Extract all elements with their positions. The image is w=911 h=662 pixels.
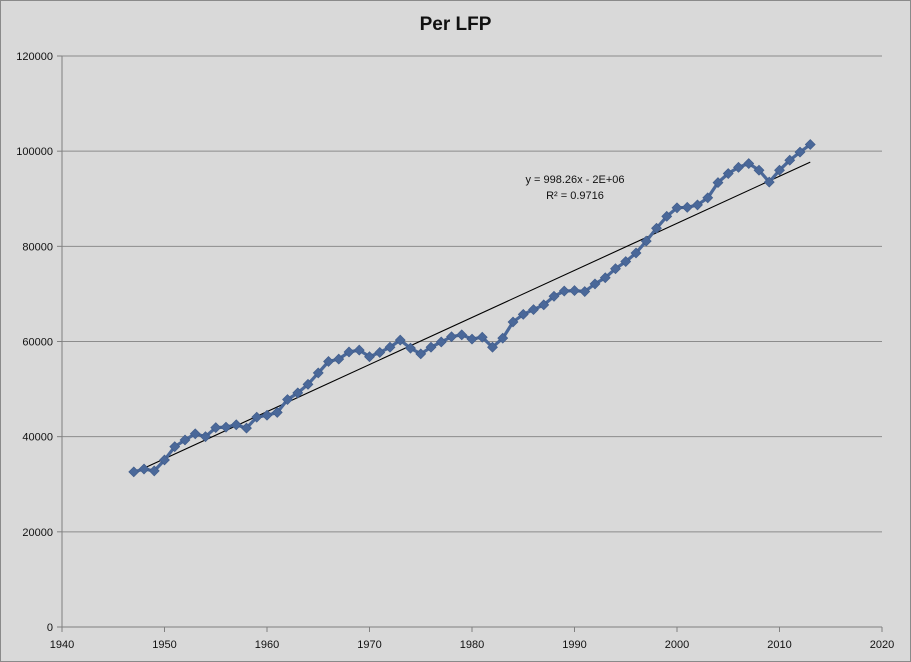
data-point-1967 [333, 353, 345, 365]
data-point-1988 [548, 290, 560, 302]
x-tick-label-2010: 2010 [767, 639, 791, 651]
data-point-2008 [753, 164, 765, 176]
data-point-1987 [538, 299, 550, 311]
y-tick-labels: 0 20000 40000 60000 80000 100000 120000 [16, 51, 53, 634]
data-point-1972 [384, 341, 396, 353]
data-point-1968 [343, 346, 355, 358]
data-point-1962 [282, 394, 293, 405]
data-point-1996 [630, 247, 642, 259]
x-tick-label-1940: 1940 [50, 639, 74, 651]
y-tick-label-120000: 120000 [16, 51, 53, 63]
data-point-1995 [620, 256, 632, 267]
data-point-1990 [569, 285, 580, 297]
data-point-2012 [794, 146, 806, 158]
trendline-equation: y = 998.26x - 2E+06 [525, 174, 624, 186]
data-point-1963 [292, 387, 304, 399]
data-point-2010 [774, 164, 785, 176]
data-point-2000 [671, 202, 683, 214]
data-point-2001 [681, 201, 693, 213]
data-point-1994 [610, 263, 621, 275]
data-point-1975 [415, 348, 427, 360]
x-tick-label-1980: 1980 [460, 639, 484, 651]
data-point-1974 [405, 342, 416, 354]
data-point-1966 [323, 356, 334, 367]
y-tick-label-40000: 40000 [22, 432, 53, 444]
series-layer [128, 139, 816, 478]
data-point-2002 [692, 199, 703, 211]
data-point-1955 [210, 422, 222, 434]
data-point-1976 [425, 341, 437, 353]
x-tick-labels: 1940 1950 1960 1970 1980 1990 2000 2010 2020 [50, 639, 894, 651]
data-point-1956 [220, 421, 232, 433]
data-point-1947 [128, 466, 140, 478]
gridlines [62, 55, 882, 533]
data-point-1993 [599, 272, 611, 284]
data-point-1989 [558, 285, 570, 297]
data-point-2011 [784, 154, 796, 166]
data-point-2006 [733, 161, 744, 173]
chart-title: Per LFP [419, 14, 492, 35]
data-point-2003 [702, 192, 714, 204]
data-point-1983 [497, 332, 509, 344]
data-point-1948 [138, 463, 150, 475]
x-tick-label-1960: 1960 [255, 639, 279, 651]
data-point-1958 [241, 422, 252, 434]
data-point-1984 [507, 316, 519, 328]
data-point-1960 [261, 409, 273, 421]
x-tick-label-1970: 1970 [357, 639, 381, 651]
data-point-1986 [528, 304, 539, 316]
data-point-1951 [169, 441, 181, 453]
trendline-layer [133, 161, 811, 474]
y-tick-label-80000: 80000 [22, 241, 53, 253]
data-point-1965 [312, 367, 324, 379]
data-point-1982 [487, 341, 498, 353]
data-point-2004 [712, 177, 724, 188]
data-point-1999 [661, 210, 673, 222]
data-point-1992 [589, 278, 601, 290]
y-tick-label-0: 0 [47, 622, 53, 634]
x-tick-label-1990: 1990 [562, 639, 586, 651]
data-point-2005 [722, 168, 734, 179]
data-point-1959 [251, 411, 263, 423]
data-point-1977 [435, 336, 447, 348]
data-point-1979 [456, 329, 468, 341]
data-point-1969 [353, 344, 365, 356]
data-point-1954 [200, 431, 211, 443]
data-point-2009 [763, 176, 775, 188]
data-point-1952 [179, 434, 191, 446]
data-point-1985 [517, 308, 529, 320]
data-point-1950 [159, 454, 170, 466]
y-tick-label-100000: 100000 [16, 146, 53, 158]
data-point-1978 [446, 331, 457, 343]
data-point-1970 [364, 351, 375, 363]
x-tick-label-2000: 2000 [665, 639, 689, 651]
data-point-1981 [476, 331, 488, 343]
data-point-1998 [651, 222, 662, 234]
y-tick-label-60000: 60000 [22, 337, 53, 349]
data-point-1980 [466, 333, 478, 345]
data-point-1973 [394, 334, 406, 346]
data-point-1964 [302, 378, 314, 390]
x-tick-label-1950: 1950 [152, 639, 176, 651]
data-point-1953 [189, 428, 201, 440]
data-point-1997 [640, 235, 652, 247]
data-point-1961 [271, 406, 283, 418]
data-point-1971 [374, 347, 386, 358]
data-point-2007 [743, 158, 755, 169]
y-tick-label-20000: 20000 [22, 527, 53, 539]
trendline [133, 161, 811, 474]
data-point-1991 [579, 286, 591, 297]
trendline-r-squared: R² = 0.9716 [546, 190, 604, 202]
axes [57, 55, 883, 632]
x-tick-label-2020: 2020 [870, 639, 894, 651]
data-point-2013 [804, 139, 816, 150]
data-point-1957 [230, 419, 242, 431]
data-point-1949 [148, 465, 160, 477]
